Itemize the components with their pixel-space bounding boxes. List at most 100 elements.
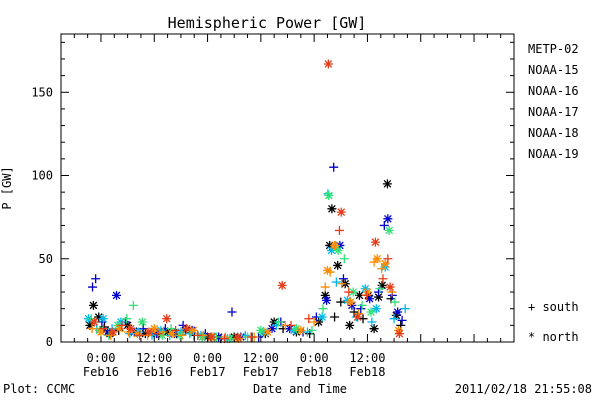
data-point [339,254,349,264]
data-point [317,312,327,322]
data-point [346,297,356,307]
data-point [338,274,348,284]
data-point [112,290,122,300]
data-point [375,284,385,294]
data-point [158,327,168,337]
data-point [389,314,399,324]
data-point [99,324,109,334]
x-tick-label-date: Feb18 [349,365,385,379]
data-point [89,317,99,327]
data-point [263,327,273,337]
y-axis-ticks: 0 50 100 150 [31,41,514,349]
data-point [393,307,403,317]
legend-item: NOAA-18 [528,126,579,140]
x-tick-label-date: Feb16 [136,365,172,379]
legend-item: NOAA-19 [528,147,579,161]
data-point [246,332,256,342]
data-point [91,274,101,284]
data-point [188,325,198,335]
data-point [182,324,192,334]
data-point [157,330,167,340]
x-tick-label-time: 12:00 [349,351,385,365]
data-point [327,204,337,214]
data-point [362,290,372,300]
data-point [291,324,301,334]
data-point [365,294,375,304]
data-point [330,240,340,250]
footer-left: Plot: CCMC [3,382,75,396]
data-point [117,320,127,330]
data-point [369,324,379,334]
data-point [336,207,346,217]
data-point [372,254,382,264]
x-tick-label-time: 0:00 [87,351,116,365]
data-point [125,329,135,339]
data-point [333,260,343,270]
data-point [320,290,330,300]
legend: METP-02 NOAA-15 NOAA-16 NOAA-17 NOAA-18 NOAA-… [528,42,579,161]
marker-legend-item: * north [528,330,579,344]
data-point [166,324,176,334]
x-tick-label-time: 0:00 [300,351,329,365]
data-point [115,324,125,334]
data-point [337,279,347,289]
data-point [100,322,110,332]
data-point [384,225,394,235]
data-point [318,304,328,314]
y-tick-label: 100 [31,169,53,183]
data-point [132,329,142,339]
x-tick-label-date: Feb16 [83,365,119,379]
legend-item: NOAA-17 [528,105,579,119]
data-point [302,327,312,337]
data-point [126,324,136,334]
data-point [85,320,95,330]
x-tick-label-date: Feb17 [243,365,279,379]
data-point [379,220,389,230]
data-point [171,325,181,335]
data-point [360,284,370,294]
data-point [149,324,159,334]
data-point [357,300,367,310]
data-point [153,329,163,339]
footer-right: 2011/02/18 21:55:08 [455,382,592,396]
data-point [156,325,166,335]
data-point [323,59,333,69]
x-axis-ticks: 0:00Feb1612:00Feb160:00Feb1712:00Feb170:… [73,34,502,379]
data-point [193,330,203,340]
data-point [366,307,376,317]
data-point [286,320,296,330]
data-point [206,332,216,342]
data-point [122,314,132,324]
data-point [128,300,138,310]
legend-item: NOAA-16 [528,84,579,98]
data-point [177,330,187,340]
data-point [397,315,407,325]
data-point [354,290,364,300]
data-point [342,295,352,305]
data-point [347,300,357,310]
data-point [285,324,295,334]
data-point [309,317,319,327]
data-point [96,327,106,337]
data-point [307,325,317,335]
data-point [380,259,390,269]
data-point [256,325,266,335]
data-point [371,304,381,314]
data-point [367,317,377,327]
data-point [140,329,150,339]
data-point [344,287,354,297]
y-tick-label: 50 [39,252,53,266]
data-point [374,292,384,302]
data-point [394,325,404,335]
data-point [296,325,306,335]
data-point [334,225,344,235]
x-tick-label-time: 0:00 [193,351,222,365]
data-point [88,300,98,310]
data-point [329,162,339,172]
data-point [377,280,387,290]
y-tick-label: 150 [31,85,53,99]
data-point [353,312,363,322]
y-axis-label: P [GW] [0,166,14,209]
data-point [225,334,235,344]
